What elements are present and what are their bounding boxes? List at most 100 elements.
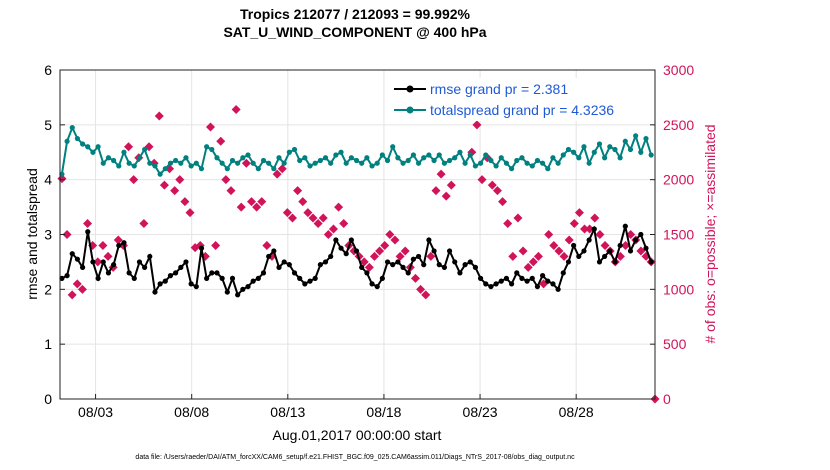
rmse-point — [116, 242, 122, 249]
totalspread-point — [64, 138, 70, 144]
rmse-point — [105, 270, 112, 276]
obs-marker — [385, 230, 395, 239]
obs-marker — [375, 246, 385, 256]
totalspread-point — [95, 144, 101, 150]
rmse-point — [421, 262, 427, 268]
rmse-point — [224, 289, 230, 295]
obs-marker — [185, 208, 195, 218]
rmse-point — [462, 262, 468, 268]
data-file-footer: data file: /Users/raeder/DAI/ATM_forcXX/… — [135, 454, 575, 461]
rmse-point — [493, 281, 499, 287]
totalspread-point — [100, 160, 106, 166]
legend-rmse-text: rmse grand pr = 2.381 — [430, 81, 568, 97]
rmse-point — [219, 275, 225, 281]
totalspread-point — [390, 144, 396, 150]
chart-title-line1: Tropics 212077 / 212093 = 99.992% — [240, 6, 471, 22]
totalspread-point — [374, 160, 380, 166]
totalspread-point — [157, 171, 163, 177]
rmse-point — [519, 275, 525, 281]
totalspread-point — [348, 155, 354, 161]
rmse-point — [617, 242, 623, 249]
totalspread-point — [198, 166, 205, 172]
totalspread-point — [214, 155, 220, 161]
totalspread-point — [648, 152, 654, 158]
totalspread-point — [183, 155, 189, 161]
rmse-point — [317, 262, 323, 268]
rmse-point — [488, 283, 494, 290]
obs-marker — [318, 213, 328, 223]
obs-marker — [492, 186, 502, 196]
y-right-tick-label: 0 — [663, 391, 671, 407]
rmse-point — [503, 275, 510, 281]
totalspread-point — [291, 146, 298, 153]
rmse-point — [147, 253, 153, 260]
rmse-point — [152, 289, 158, 295]
rmse-point — [297, 275, 303, 281]
totalspread-point — [152, 163, 158, 169]
totalspread-point — [410, 152, 416, 158]
legend-spread-text: totalspread grand pr = 4.3236 — [430, 102, 614, 118]
totalspread-point — [302, 155, 308, 161]
obs-marker — [328, 224, 338, 234]
totalspread-point — [462, 160, 468, 166]
y-axis-right-label: # of obs: o=possible; ×=assimilated — [702, 124, 718, 343]
x-tick-label: 08/08 — [174, 404, 209, 420]
rmse-point — [229, 275, 236, 281]
rmse-point — [441, 264, 448, 270]
totalspread-point — [328, 160, 334, 166]
rmse-point — [100, 259, 106, 265]
rmse-point — [271, 248, 277, 254]
x-axis-label: Aug.01,2017 00:00:00 start — [273, 427, 442, 443]
rmse-point — [209, 270, 215, 276]
totalspread-point — [188, 163, 194, 169]
rmse-point — [483, 281, 489, 287]
totalspread-point — [586, 160, 592, 166]
x-tick-label: 08/23 — [463, 404, 498, 420]
totalspread-point — [204, 144, 210, 150]
rmse-point — [240, 286, 246, 292]
rmse-point — [545, 278, 551, 284]
obs-marker — [549, 240, 559, 250]
totalspread-point — [142, 146, 148, 153]
obs-marker — [252, 202, 262, 212]
obs-marker — [400, 246, 410, 256]
obs-marker — [206, 122, 216, 132]
rmse-point — [607, 248, 613, 254]
totalspread-point — [79, 141, 86, 147]
obs-marker — [221, 175, 231, 185]
totalspread-point — [322, 155, 329, 161]
rmse-point — [173, 270, 179, 276]
totalspread-point — [426, 152, 432, 158]
obs-marker — [416, 284, 426, 294]
rmse-point — [235, 292, 241, 298]
obs-marker — [129, 175, 139, 185]
obs-marker — [154, 111, 164, 121]
y-left-tick-label: 0 — [44, 391, 52, 407]
rmse-point — [255, 275, 261, 281]
totalspread-point — [343, 160, 349, 166]
obs-marker — [390, 235, 400, 245]
rmse-point — [188, 281, 194, 287]
totalspread-point — [359, 160, 365, 166]
totalspread-point — [131, 163, 137, 169]
rmse-point — [286, 262, 292, 268]
rmse-point — [524, 278, 530, 284]
rmse-point — [379, 275, 385, 281]
totalspread-point — [457, 149, 463, 155]
totalspread-point — [224, 166, 230, 172]
rmse-point — [157, 281, 163, 287]
obs-marker — [503, 219, 513, 229]
x-tick-label: 08/18 — [366, 404, 401, 420]
rmse-point — [509, 281, 515, 287]
rmse-point — [477, 275, 484, 281]
totalspread-point — [69, 124, 75, 131]
totalspread-point — [219, 160, 225, 166]
y-axis-right-ticks: 0 500 1000 1500 2000 2500 3000 — [650, 62, 694, 407]
obs-marker — [559, 251, 569, 261]
obs-marker — [359, 257, 369, 267]
totalspread-point — [379, 152, 385, 158]
obs-marker — [180, 197, 190, 207]
obs-marker — [339, 219, 349, 229]
obs-marker — [508, 251, 518, 261]
totalspread-point — [452, 155, 458, 161]
